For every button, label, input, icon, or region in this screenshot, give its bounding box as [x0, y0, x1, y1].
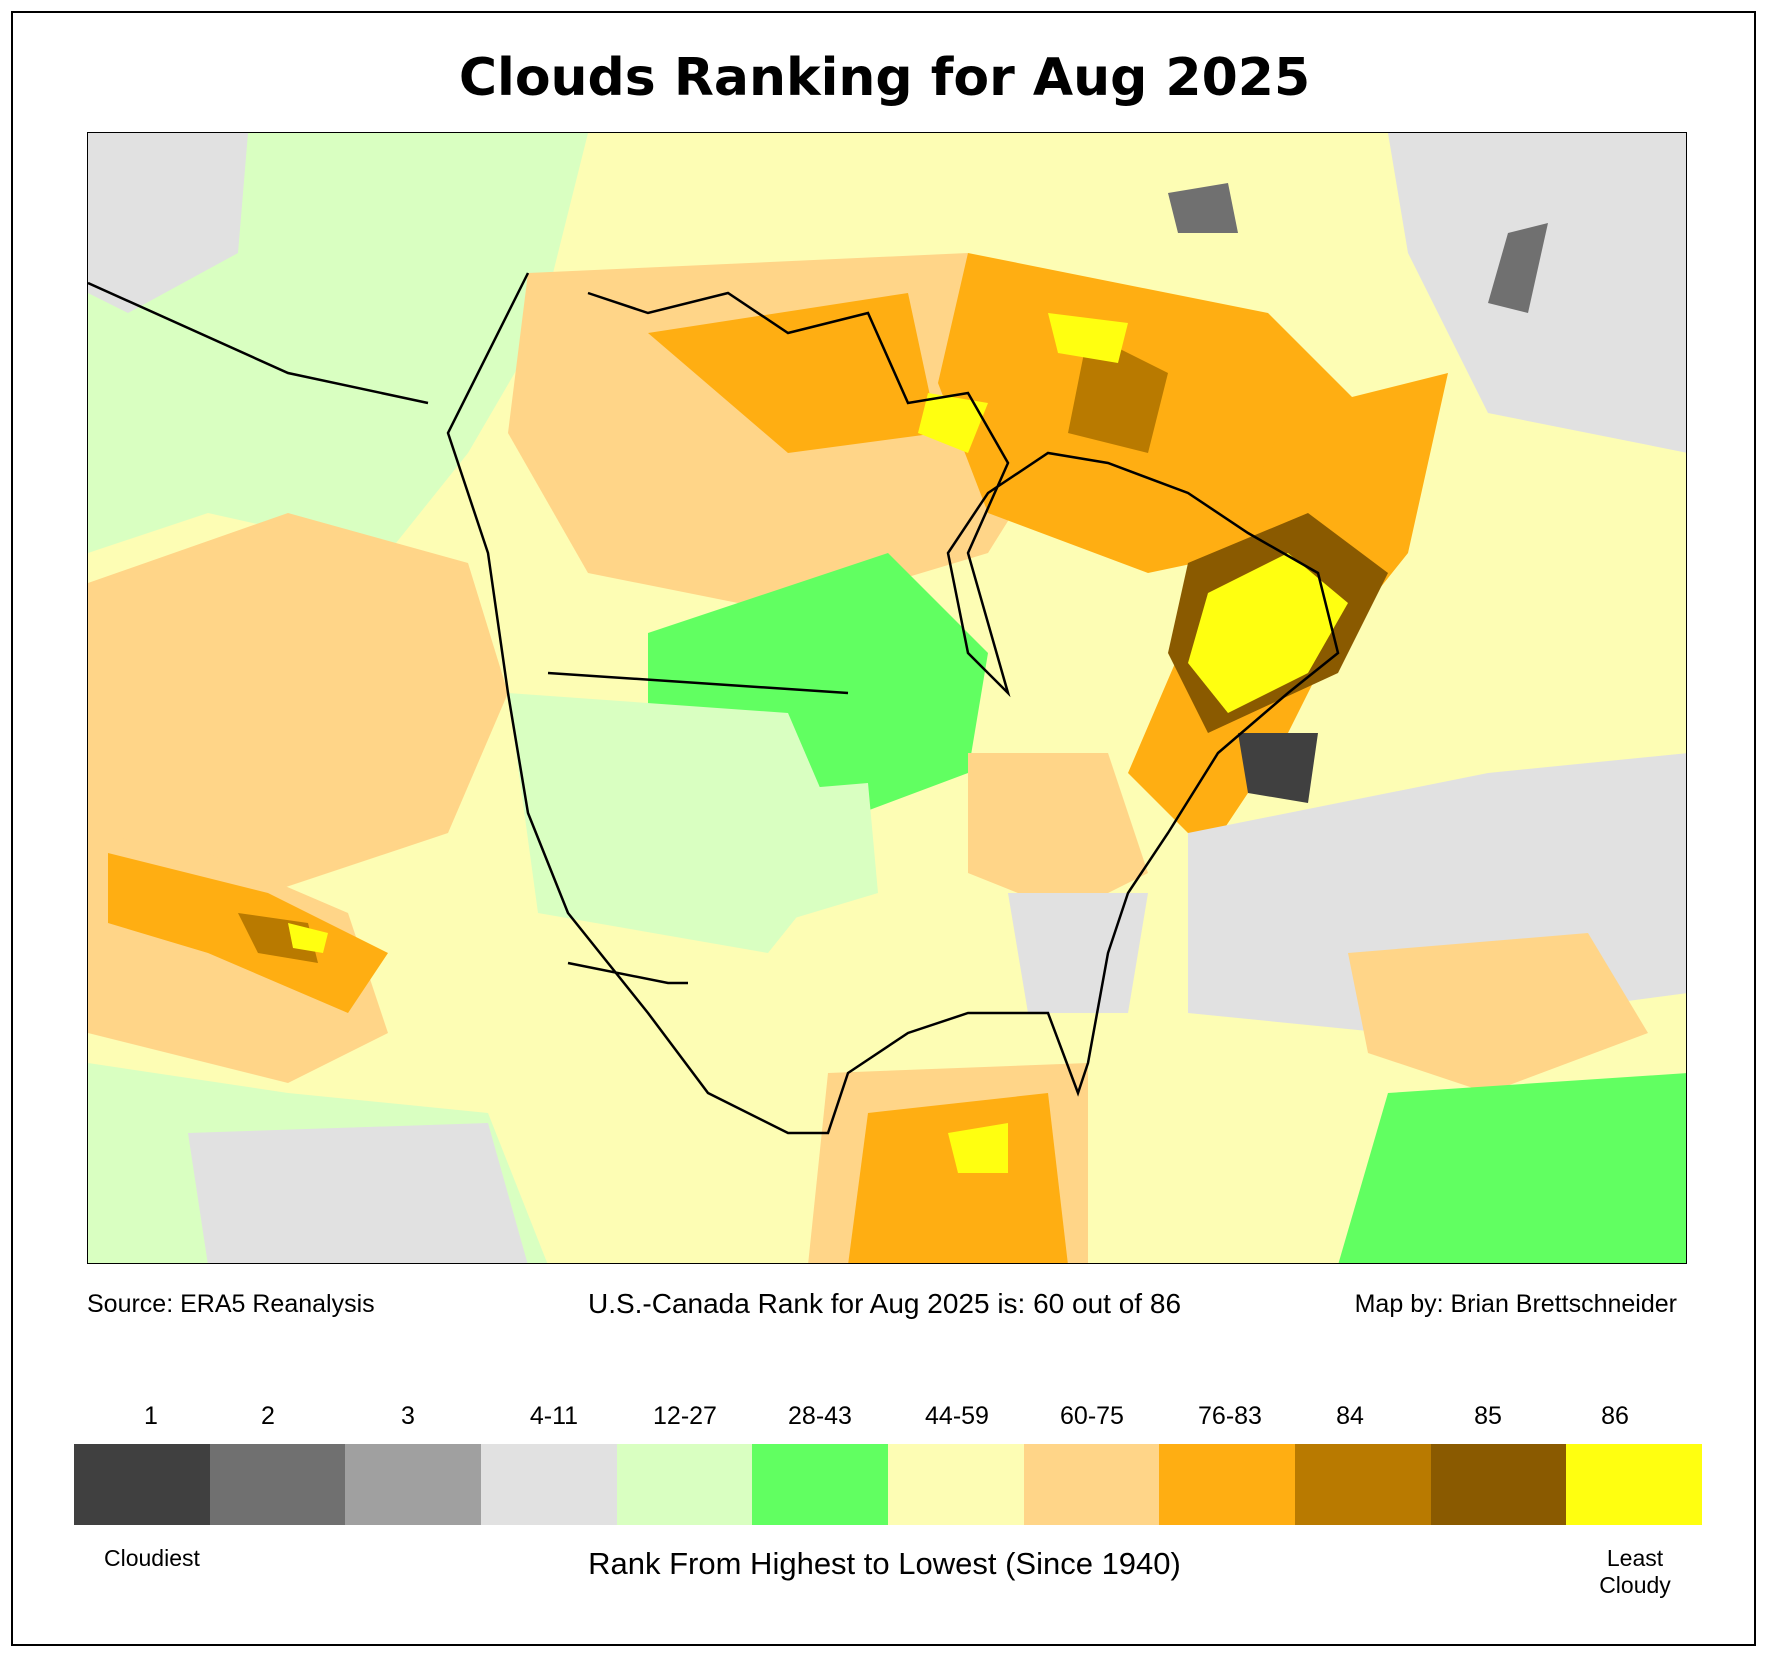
- legend-swatch: [616, 1444, 753, 1525]
- legend-swatch: [1023, 1444, 1160, 1525]
- legend-label: 4-11: [529, 1402, 579, 1430]
- legend-label: 44-59: [925, 1402, 989, 1430]
- legend-label: 60-75: [1060, 1402, 1124, 1430]
- legend-label: 86: [1601, 1402, 1629, 1430]
- legend-label: 1: [144, 1402, 158, 1430]
- map-title: Clouds Ranking for Aug 2025: [458, 48, 1311, 108]
- credit-note: Map by: Brian Brettschneider: [1354, 1290, 1677, 1318]
- legend-label: 85: [1474, 1402, 1502, 1430]
- legend-swatch: [1295, 1444, 1431, 1525]
- source-note: Source: ERA5 Reanalysis: [87, 1290, 375, 1318]
- legend-swatch: [752, 1444, 889, 1525]
- legend-swatch: [481, 1444, 617, 1525]
- legend-label: 3: [401, 1402, 415, 1430]
- legend-swatch: [888, 1444, 1024, 1525]
- legend-label: 84: [1336, 1402, 1364, 1430]
- color-scale-bar: [74, 1444, 1703, 1525]
- legend-swatch: [209, 1444, 346, 1525]
- legend-label: 2: [261, 1402, 275, 1430]
- coastlines-and-borders: [88, 272, 1340, 1135]
- legend-label: 28-43: [788, 1402, 852, 1430]
- rank-summary: U.S.-Canada Rank for Aug 2025 is: 60 out…: [587, 1288, 1182, 1319]
- rank-shading: [88, 133, 1686, 1263]
- least-cloudy-line1: Least: [1606, 1545, 1664, 1571]
- least-cloudy-line2: Cloudy: [1599, 1572, 1671, 1598]
- legend-axis-title: Rank From Highest to Lowest (Since 1940): [588, 1546, 1181, 1581]
- legend-label: 12-27: [653, 1402, 717, 1430]
- legend-swatch: [345, 1444, 482, 1525]
- legend-swatch: [1566, 1444, 1703, 1525]
- legend-swatch: [74, 1444, 210, 1525]
- cloudiest-label: Cloudiest: [104, 1545, 200, 1571]
- legend-swatch: [1430, 1444, 1567, 1525]
- legend-swatch: [1159, 1444, 1296, 1525]
- ranking-map: [87, 132, 1687, 1264]
- figure-border: [11, 11, 1756, 1646]
- least-cloudy-label: Least Cloudy: [1590, 1545, 1680, 1599]
- legend-label: 76-83: [1198, 1402, 1262, 1430]
